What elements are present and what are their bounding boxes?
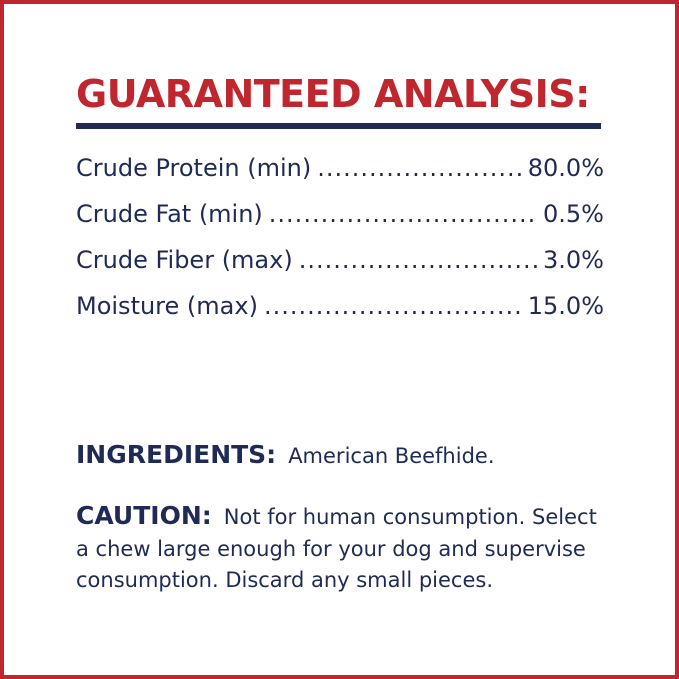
ingredients-section: INGREDIENTS: American Beefhide. xyxy=(76,440,495,469)
analysis-row: Crude Fiber (max) 3.0% xyxy=(76,246,604,292)
ingredients-text: American Beefhide. xyxy=(288,444,495,468)
caution-section: CAUTION: Not for human consumption. Selec… xyxy=(76,500,616,597)
title-underline xyxy=(76,123,601,129)
analysis-table: Crude Protein (min) 80.0% Crude Fat (min… xyxy=(76,154,604,338)
analysis-row: Crude Protein (min) 80.0% xyxy=(76,154,604,200)
analysis-label: Crude Fat (min) xyxy=(76,200,263,228)
dot-leader xyxy=(317,154,522,182)
analysis-row: Crude Fat (min) 0.5% xyxy=(76,200,604,246)
dot-leader xyxy=(269,200,537,228)
analysis-value: 80.0% xyxy=(527,154,604,182)
analysis-value: 3.0% xyxy=(543,246,604,274)
analysis-label: Moisture (max) xyxy=(76,292,258,320)
caution-label: CAUTION: xyxy=(76,501,212,530)
guaranteed-analysis-title: GUARANTEED ANALYSIS: xyxy=(76,72,590,116)
caution-text: Not for human consumption. Select a chew… xyxy=(76,505,597,592)
ingredients-label: INGREDIENTS: xyxy=(76,440,277,469)
dot-leader xyxy=(264,292,522,320)
analysis-value: 15.0% xyxy=(527,292,604,320)
analysis-label: Crude Fiber (max) xyxy=(76,246,293,274)
analysis-label: Crude Protein (min) xyxy=(76,154,312,182)
analysis-value: 0.5% xyxy=(543,200,604,228)
dot-leader xyxy=(299,246,537,274)
analysis-row: Moisture (max) 15.0% xyxy=(76,292,604,338)
